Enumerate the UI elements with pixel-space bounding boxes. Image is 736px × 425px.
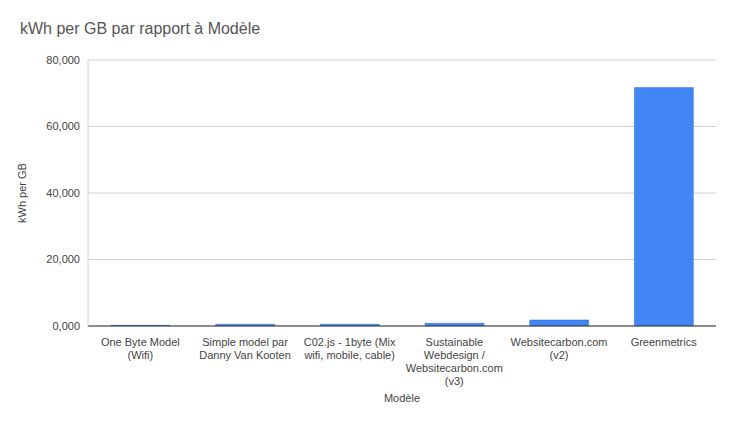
svg-text:0,000: 0,000 bbox=[52, 320, 80, 332]
svg-text:Modèle: Modèle bbox=[384, 392, 420, 404]
svg-text:60,000: 60,000 bbox=[46, 120, 80, 132]
svg-text:80,000: 80,000 bbox=[46, 54, 80, 66]
svg-text:Websitecarbon.com(v2): Websitecarbon.com(v2) bbox=[510, 336, 607, 361]
svg-text:C02.js - 1byte (Mixwifi, mobil: C02.js - 1byte (Mixwifi, mobile, cable) bbox=[303, 336, 396, 361]
svg-text:SustainableWebdesign /Websitec: SustainableWebdesign /Websitecarbon.com(… bbox=[406, 336, 503, 387]
svg-text:Simple model parDanny Van Koot: Simple model parDanny Van Kooten bbox=[199, 336, 291, 361]
svg-text:One Byte Model(Wifi): One Byte Model(Wifi) bbox=[101, 336, 180, 361]
svg-text:20,000: 20,000 bbox=[46, 253, 80, 265]
svg-text:kWh per GB: kWh per GB bbox=[16, 163, 28, 223]
svg-text:Greenmetrics: Greenmetrics bbox=[631, 336, 698, 348]
svg-text:40,000: 40,000 bbox=[46, 187, 80, 199]
html-text:kWh per GB par rapport à Modèl: kWh per GB par rapport à Modèle bbox=[20, 20, 261, 37]
